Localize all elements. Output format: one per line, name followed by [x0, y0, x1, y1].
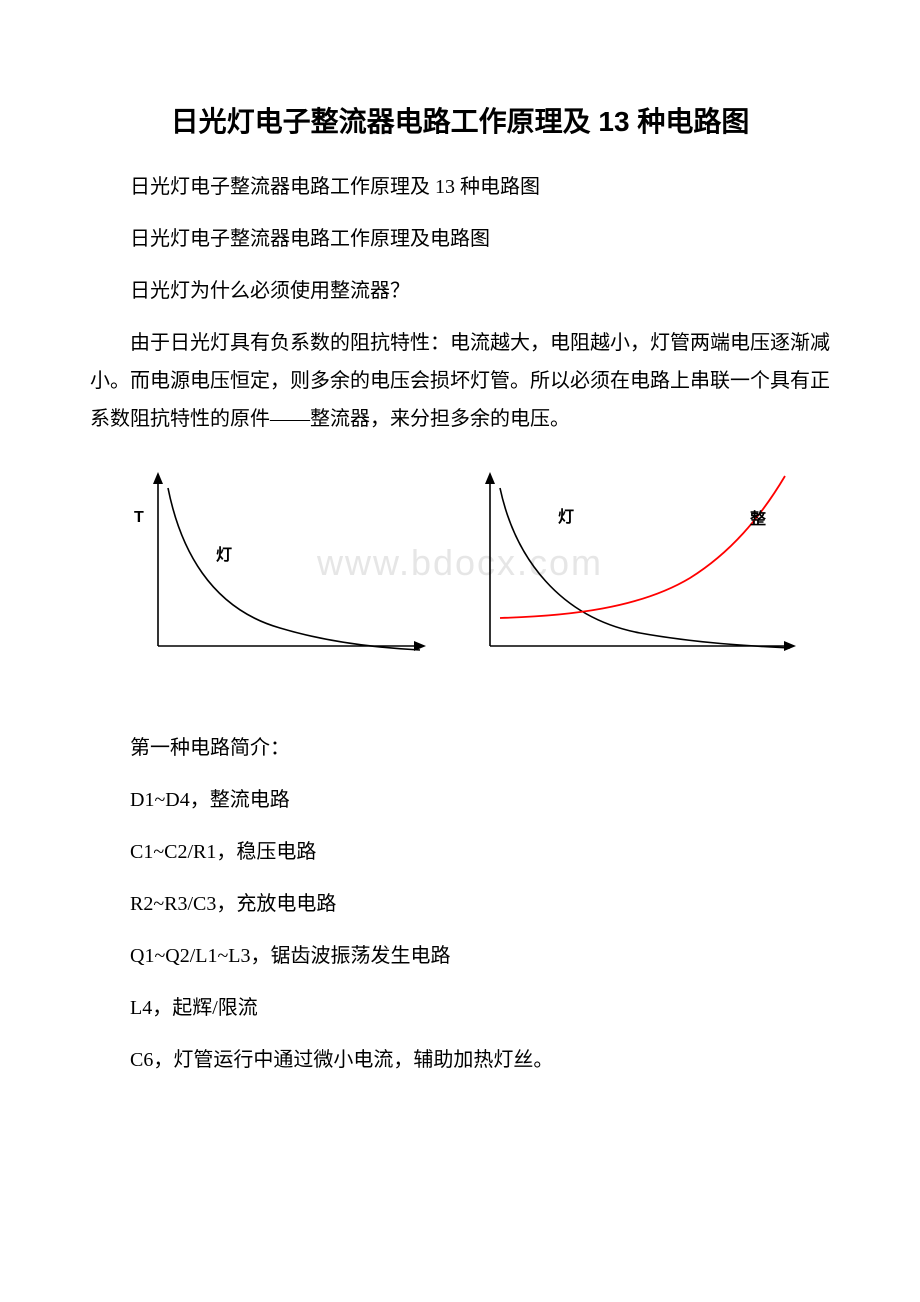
charts-container: www.bdocx.com T 灯 [90, 468, 830, 693]
chart2-ballast-label: 整 [749, 509, 766, 528]
chart2-lamp-curve [500, 488, 790, 648]
chart1-lamp-curve [168, 488, 420, 650]
chart1-curve-label: 灯 [216, 546, 232, 564]
circuit-intro: 第一种电路简介： [90, 729, 830, 767]
paragraph-1: 日光灯电子整流器电路工作原理及 13 种电路图 [90, 168, 830, 206]
chart-2: 灯 整 [460, 468, 800, 693]
chart2-lamp-label: 灯 [558, 508, 574, 526]
paragraph-3: 日光灯为什么必须使用整流器？ [90, 272, 830, 310]
circuit-item-4: Q1~Q2/L1~L3，锯齿波振荡发生电路 [90, 937, 830, 975]
document-title: 日光灯电子整流器电路工作原理及 13 种电路图 [90, 100, 830, 140]
chart2-y-arrow [485, 472, 495, 484]
paragraph-4: 由于日光灯具有负系数的阻抗特性：电流越大，电阻越小，灯管两端电压逐渐减小。而电源… [90, 324, 830, 438]
circuit-item-1: D1~D4，整流电路 [90, 781, 830, 819]
chart1-y-arrow [153, 472, 163, 484]
chart2-x-arrow [784, 641, 796, 651]
circuit-item-6: C6，灯管运行中通过微小电流，辅助加热灯丝。 [90, 1041, 830, 1079]
chart-1: T 灯 [120, 468, 430, 693]
chart2-ballast-curve [500, 476, 785, 618]
paragraph-2: 日光灯电子整流器电路工作原理及电路图 [90, 220, 830, 258]
chart-2-svg: 灯 整 [460, 468, 800, 688]
circuit-item-5: L4，起辉/限流 [90, 989, 830, 1027]
circuit-item-2: C1~C2/R1，稳压电路 [90, 833, 830, 871]
chart-1-svg: T 灯 [120, 468, 430, 688]
circuit-item-3: R2~R3/C3，充放电电路 [90, 885, 830, 923]
chart1-y-label: T [134, 509, 144, 526]
